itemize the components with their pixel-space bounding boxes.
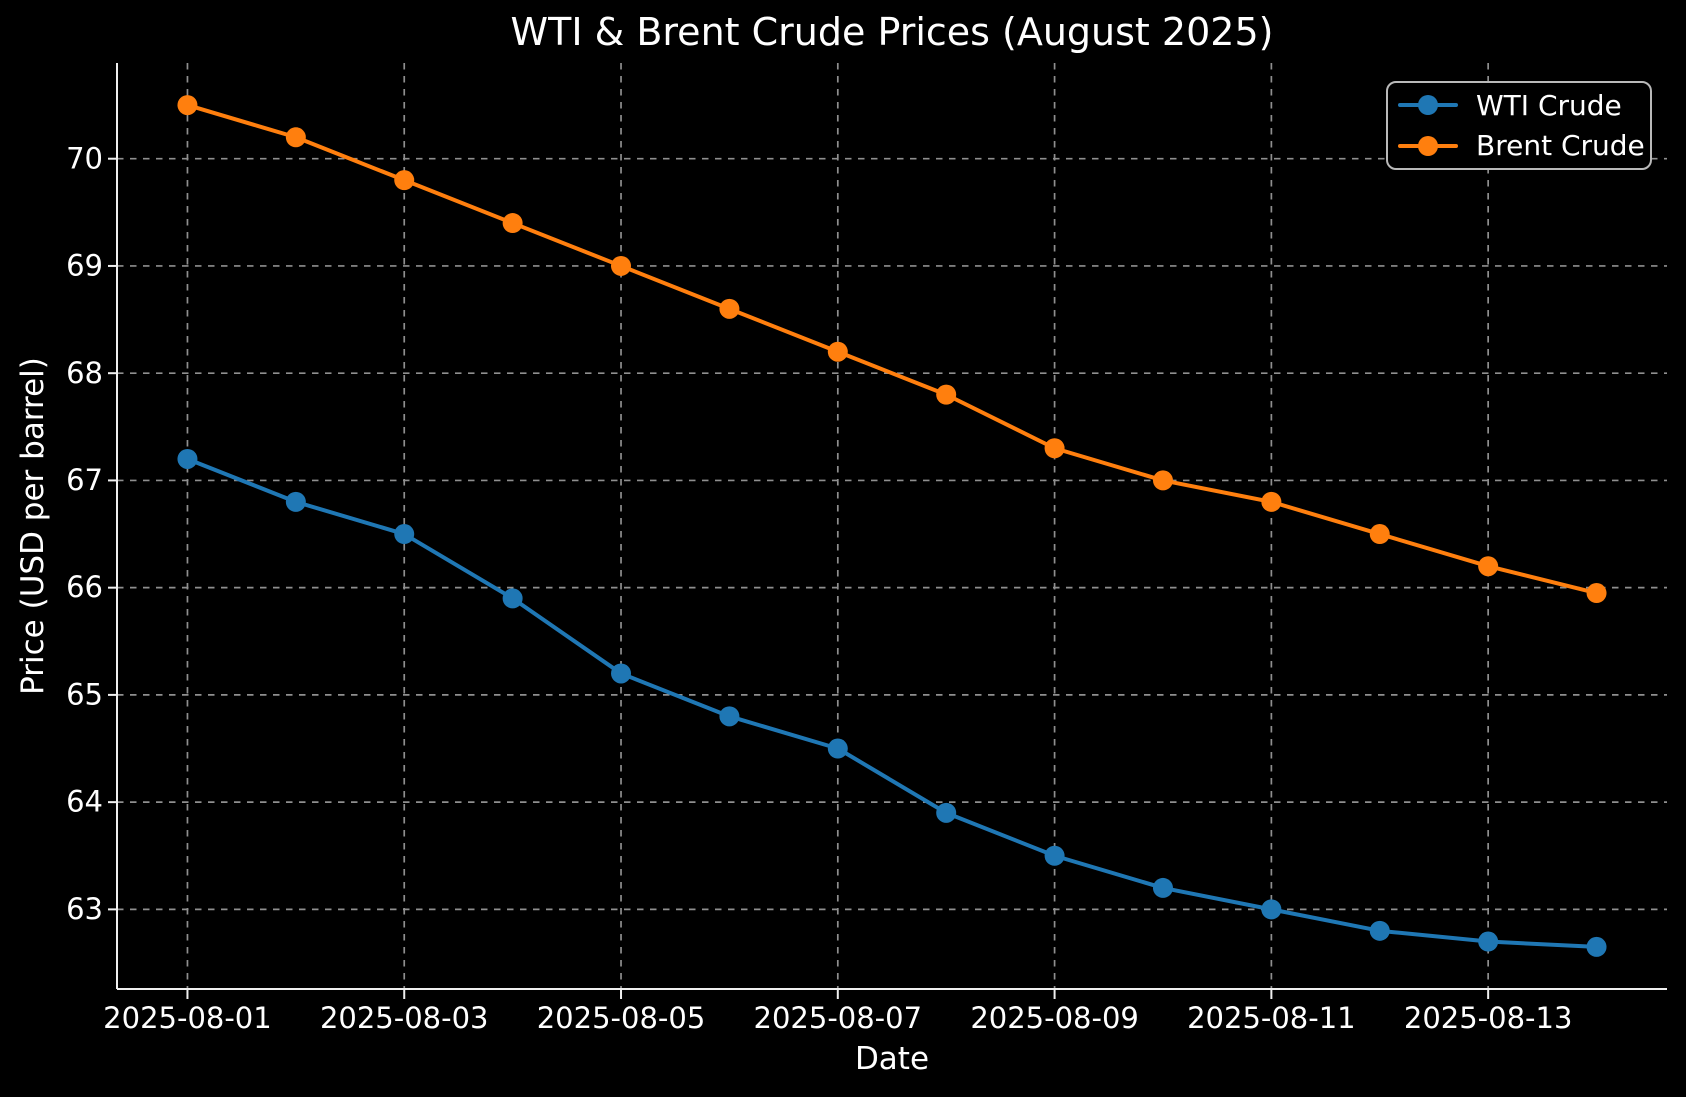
x-axis-label: Date	[854, 1041, 930, 1077]
wti-data-point-marker	[1152, 877, 1173, 898]
legend: WTI Crude Brent Crude	[1386, 81, 1652, 170]
wti-data-point-marker	[1586, 936, 1607, 957]
y-tick-label: 65	[66, 677, 103, 711]
brent-line	[185, 103, 1599, 596]
wti-data-point-marker	[1478, 931, 1499, 952]
x-tick-label: 2025-08-03	[320, 1001, 489, 1035]
wti-data-point-marker	[936, 802, 957, 823]
brent-swatch-dot	[1418, 135, 1438, 156]
brent-data-point-marker	[1369, 524, 1390, 545]
wti-data-point-marker	[394, 524, 415, 545]
legend-item-brent: Brent Crude	[1388, 126, 1650, 167]
x-tick-label: 2025-08-01	[103, 1001, 272, 1035]
y-tick-label: 69	[66, 249, 103, 283]
y-tick-label: 63	[66, 892, 103, 926]
wti-data-point-marker	[285, 491, 306, 512]
brent-data-point-marker	[1478, 556, 1499, 577]
wti-data-point-marker	[611, 663, 632, 684]
brent-data-point-marker	[719, 298, 740, 319]
wti-data-point-marker	[719, 706, 740, 727]
brent-data-point-marker	[1152, 470, 1173, 491]
y-tick-label: 64	[66, 785, 103, 819]
legend-label-wti: WTI Crude	[1476, 88, 1622, 122]
brent-data-point-marker	[1044, 438, 1065, 459]
wti-data-point-marker	[1044, 845, 1065, 866]
x-tick-label: 2025-08-07	[754, 1001, 923, 1035]
wti-data-point-marker	[1369, 920, 1390, 941]
wti-swatch-dot	[1418, 95, 1438, 116]
brent-data-point-marker	[1261, 491, 1282, 512]
brent-data-point-marker	[1586, 583, 1607, 604]
legend-item-wti: WTI Crude	[1388, 85, 1650, 126]
brent-data-point-marker	[611, 255, 632, 276]
brent-line-swatch-icon	[1398, 135, 1458, 157]
x-tick-label: 2025-08-05	[537, 1001, 706, 1035]
y-tick-label: 68	[66, 356, 103, 390]
brent-data-point-marker	[285, 127, 306, 148]
x-tick-label: 2025-08-11	[1187, 1001, 1356, 1035]
y-tick-label: 67	[66, 463, 103, 497]
wti-data-point-marker	[827, 738, 848, 759]
brent-data-point-marker	[827, 341, 848, 362]
brent-data-point-marker	[177, 95, 198, 116]
wti-line-swatch-icon	[1398, 94, 1458, 116]
brent-data-point-marker	[394, 170, 415, 191]
wti-data-point-marker	[502, 588, 523, 609]
brent-data-point-marker	[936, 384, 957, 405]
y-tick-label: 66	[66, 570, 103, 604]
chart-title: WTI & Brent Crude Prices (August 2025)	[510, 10, 1274, 54]
wti-data-point-marker	[177, 448, 198, 469]
y-tick-label: 70	[66, 141, 103, 175]
x-tick-label: 2025-08-09	[970, 1001, 1139, 1035]
wti-data-point-marker	[1261, 899, 1282, 920]
brent-data-point-marker	[502, 213, 523, 234]
y-axis-label: Price (USD per barrel)	[15, 357, 51, 695]
legend-label-brent: Brent Crude	[1476, 129, 1645, 163]
wti-line	[185, 456, 1599, 949]
x-tick-label: 2025-08-13	[1404, 1001, 1573, 1035]
